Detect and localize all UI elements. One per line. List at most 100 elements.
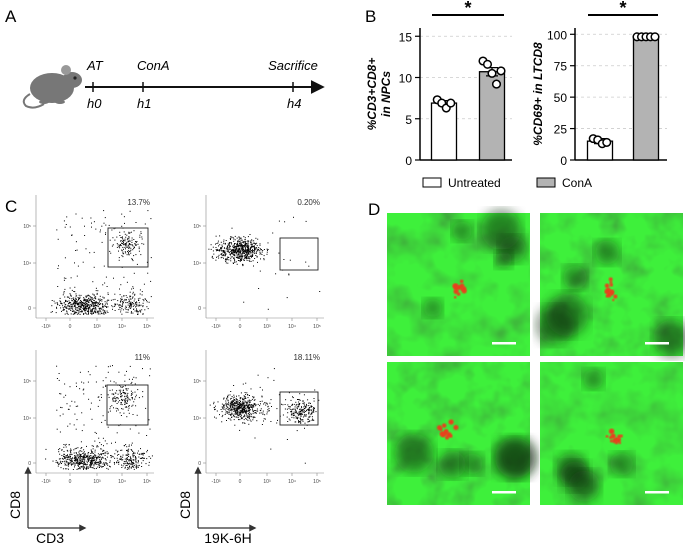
event-dot [90, 296, 91, 297]
event-dot [64, 384, 65, 385]
event-dot [118, 244, 119, 245]
event-dot [232, 402, 233, 403]
gate-percent: 18.11% [293, 353, 320, 362]
event-dot [138, 457, 139, 458]
event-dot [82, 459, 83, 460]
event-dot [254, 253, 255, 254]
event-dot [139, 302, 140, 303]
event-dot [103, 453, 104, 454]
event-dot [265, 402, 266, 403]
event-dot [75, 312, 76, 313]
event-dot [130, 399, 131, 400]
event-dot [123, 302, 124, 303]
event-dot [246, 405, 247, 406]
data-point [497, 67, 505, 75]
flow-y-tick-label: 10⁵ [23, 224, 31, 230]
event-dot [76, 462, 77, 463]
event-dot [97, 293, 98, 294]
event-dot [143, 305, 144, 306]
event-dot [96, 462, 97, 463]
event-dot [138, 462, 139, 463]
event-dot [246, 254, 247, 255]
event-dot [101, 453, 102, 454]
event-dot [87, 456, 88, 457]
event-dot [120, 393, 121, 394]
event-dot [120, 404, 121, 405]
event-dot [80, 309, 81, 310]
event-dot [244, 422, 245, 423]
event-dot [136, 302, 137, 303]
event-dot [60, 415, 61, 416]
gate [280, 238, 318, 270]
event-dot [106, 306, 107, 307]
event-dot [236, 261, 237, 262]
event-dot [45, 459, 46, 460]
event-dot [127, 467, 128, 468]
event-dot [312, 420, 313, 421]
event-dot [241, 240, 242, 241]
event-dot [56, 229, 57, 230]
event-dot [94, 252, 95, 253]
flow-x-tick-label: -10³ [42, 479, 51, 485]
event-dot [240, 404, 241, 405]
event-dot [108, 453, 109, 454]
event-dot [65, 306, 66, 307]
event-dot [263, 404, 264, 405]
event-dot [76, 296, 77, 297]
event-dot [132, 304, 133, 305]
event-dot [238, 245, 239, 246]
event-dot [248, 242, 249, 243]
event-dot [267, 250, 268, 251]
event-dot [130, 303, 131, 304]
event-dot [116, 383, 117, 384]
event-dot [122, 237, 123, 238]
event-dot [88, 307, 89, 308]
flow-x-tick-label: 10⁵ [313, 479, 321, 485]
event-dot [261, 396, 262, 397]
event-dot [79, 295, 80, 296]
event-dot [142, 314, 143, 315]
event-dot [68, 456, 69, 457]
event-dot [151, 296, 152, 297]
event-dot [293, 217, 294, 218]
event-dot [150, 458, 151, 459]
event-dot [59, 463, 60, 464]
event-dot [67, 403, 68, 404]
dark-region [423, 299, 442, 318]
event-dot [236, 396, 237, 397]
event-dot [231, 250, 232, 251]
event-dot [216, 236, 217, 237]
event-dot [70, 452, 71, 453]
event-dot [125, 393, 126, 394]
event-dot [69, 300, 70, 301]
event-dot [91, 467, 92, 468]
event-dot [245, 239, 246, 240]
event-dot [121, 465, 122, 466]
event-dot [241, 238, 242, 239]
event-dot [241, 255, 242, 256]
event-dot [91, 227, 92, 228]
event-dot [261, 249, 262, 250]
event-dot [248, 410, 249, 411]
event-dot [115, 400, 116, 401]
event-dot [88, 295, 89, 296]
event-dot [125, 244, 126, 245]
event-dot [243, 406, 244, 407]
event-dot [149, 302, 150, 303]
event-dot [238, 248, 239, 249]
event-dot [59, 373, 60, 374]
event-dot [76, 383, 77, 384]
event-dot [94, 459, 95, 460]
event-dot [85, 302, 86, 303]
event-dot [126, 455, 127, 456]
event-dot [248, 417, 249, 418]
event-dot [70, 386, 71, 387]
event-dot [65, 278, 66, 279]
event-dot [269, 403, 270, 404]
event-dot [233, 404, 234, 405]
micrograph [387, 210, 530, 356]
event-dot [232, 407, 233, 408]
event-dot [128, 388, 129, 389]
event-dot [145, 224, 146, 225]
event-dot [233, 241, 234, 242]
